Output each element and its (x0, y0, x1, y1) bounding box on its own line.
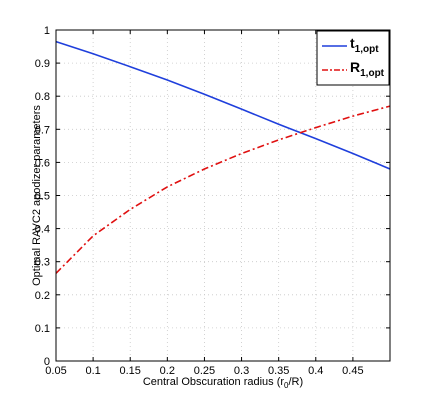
x-tick-label: 0.1 (85, 365, 100, 377)
y-tick-label: 0.1 (35, 323, 50, 335)
x-tick-label: 0.4 (308, 365, 323, 377)
x-tick-label: 0.3 (234, 365, 249, 377)
series-layer (55, 40, 391, 274)
y-tick-label: 0.2 (35, 290, 50, 302)
x-tick-label: 0.35 (268, 365, 289, 377)
legend-label-r: R1,opt (350, 59, 385, 79)
x-tick-labels: 0.05 0.1 0.15 0.2 0.25 0.3 0.35 0.4 0.45 (45, 365, 363, 377)
y-axis-label: Optimal RAVC2 apodizer parameters (31, 105, 43, 286)
y-tick-label: 0.9 (35, 58, 50, 70)
y-tick-label: 0.5 (35, 191, 50, 203)
y-tick-label: 0.4 (35, 224, 50, 236)
y-tick-label: 0.7 (35, 124, 50, 136)
x-tick-label: 0.25 (194, 365, 215, 377)
x-tick-label: 0.15 (120, 365, 141, 377)
x-axis-label: Central Obscuration radius (r0/R) (143, 376, 303, 390)
series-line-0 (55, 40, 391, 170)
axis-ticks (55, 29, 390, 362)
x-tick-label: 0.05 (45, 365, 66, 377)
legend-box (316, 30, 390, 86)
y-tick-label: 0.3 (35, 257, 50, 269)
y-tick-label: 0 (44, 356, 50, 368)
y-tick-label: 1 (44, 25, 50, 37)
legend-label-t: t1,opt (350, 35, 379, 55)
legend: t1,opt R1,opt (316, 30, 390, 86)
x-tick-label: 0.45 (342, 365, 363, 377)
y-tick-labels: 0 0.1 0.2 0.3 0.4 0.5 0.6 0.7 0.8 0.9 1 (35, 25, 50, 368)
series-line-1 (55, 105, 391, 274)
y-tick-label: 0.8 (35, 91, 50, 103)
x-tick-label: 0.2 (160, 365, 175, 377)
y-tick-label: 0.6 (35, 157, 50, 169)
